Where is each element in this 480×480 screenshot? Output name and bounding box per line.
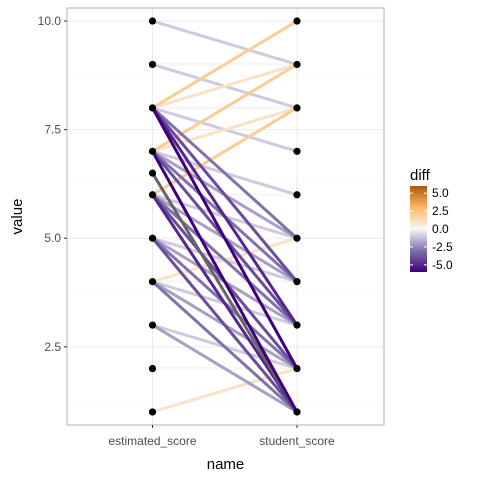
point-estimated xyxy=(148,191,157,199)
point-student xyxy=(293,321,301,329)
point-student xyxy=(293,104,301,112)
legend-tick-label: -2.5 xyxy=(432,240,453,254)
slope-line xyxy=(151,193,299,413)
point-estimated xyxy=(148,234,157,242)
slope-line xyxy=(151,106,299,240)
legend-colorbar xyxy=(410,186,427,272)
legend-ticks: 5.0 2.5 0.0 -2.5 -5.0 xyxy=(410,186,453,272)
point-student xyxy=(293,408,301,416)
legend-tick-label: 2.5 xyxy=(432,204,449,218)
x-axis-title: name xyxy=(207,456,245,473)
point-student xyxy=(293,17,301,25)
slope-line xyxy=(151,150,299,413)
point-estimated xyxy=(148,169,157,177)
point-student xyxy=(293,278,301,286)
y-axis-title: value xyxy=(9,199,26,235)
y-tick-label: 10.0 xyxy=(38,14,62,28)
slope-line xyxy=(151,107,299,326)
slope-lines xyxy=(151,19,299,414)
point-estimated xyxy=(148,364,157,373)
point-estimated xyxy=(148,408,157,416)
point-estimated xyxy=(148,104,157,112)
point-student xyxy=(293,191,301,199)
x-tick-label: student_score xyxy=(259,434,335,448)
legend-title: diff xyxy=(410,167,431,184)
y-axis: 2.5 5.0 7.5 10.0 xyxy=(38,14,67,354)
slope-line xyxy=(152,63,298,110)
slope-line xyxy=(151,280,299,414)
legend-tick-label: 0.0 xyxy=(432,222,449,236)
point-student xyxy=(293,147,301,155)
y-tick-label: 5.0 xyxy=(44,231,61,245)
point-estimated xyxy=(148,147,157,155)
slope-line xyxy=(151,323,298,414)
plot-area xyxy=(66,7,385,426)
y-tick-label: 2.5 xyxy=(44,340,61,354)
point-student xyxy=(293,60,301,69)
legend-tick-label: 5.0 xyxy=(432,186,449,200)
slope-line xyxy=(151,237,299,413)
point-estimated xyxy=(148,60,157,69)
point-estimated xyxy=(148,17,157,25)
legend: diff 5.0 2.5 0.0 -2.5 -5.0 xyxy=(410,167,453,272)
slope-line xyxy=(151,193,299,327)
slope-line xyxy=(151,106,299,283)
slope-line xyxy=(151,172,299,413)
x-axis: estimated_score student_score xyxy=(108,425,335,448)
point-student xyxy=(293,364,301,373)
point-estimated xyxy=(148,278,157,286)
y-tick-label: 7.5 xyxy=(44,123,61,137)
data-points xyxy=(148,17,301,416)
x-tick-label: estimated_score xyxy=(108,434,196,448)
slope-line xyxy=(151,19,298,110)
point-estimated xyxy=(148,321,157,329)
legend-tick-label: -5.0 xyxy=(432,258,453,272)
slope-line xyxy=(152,19,298,66)
slope-line xyxy=(151,107,299,370)
point-student xyxy=(293,234,301,242)
panel-border xyxy=(66,7,385,426)
